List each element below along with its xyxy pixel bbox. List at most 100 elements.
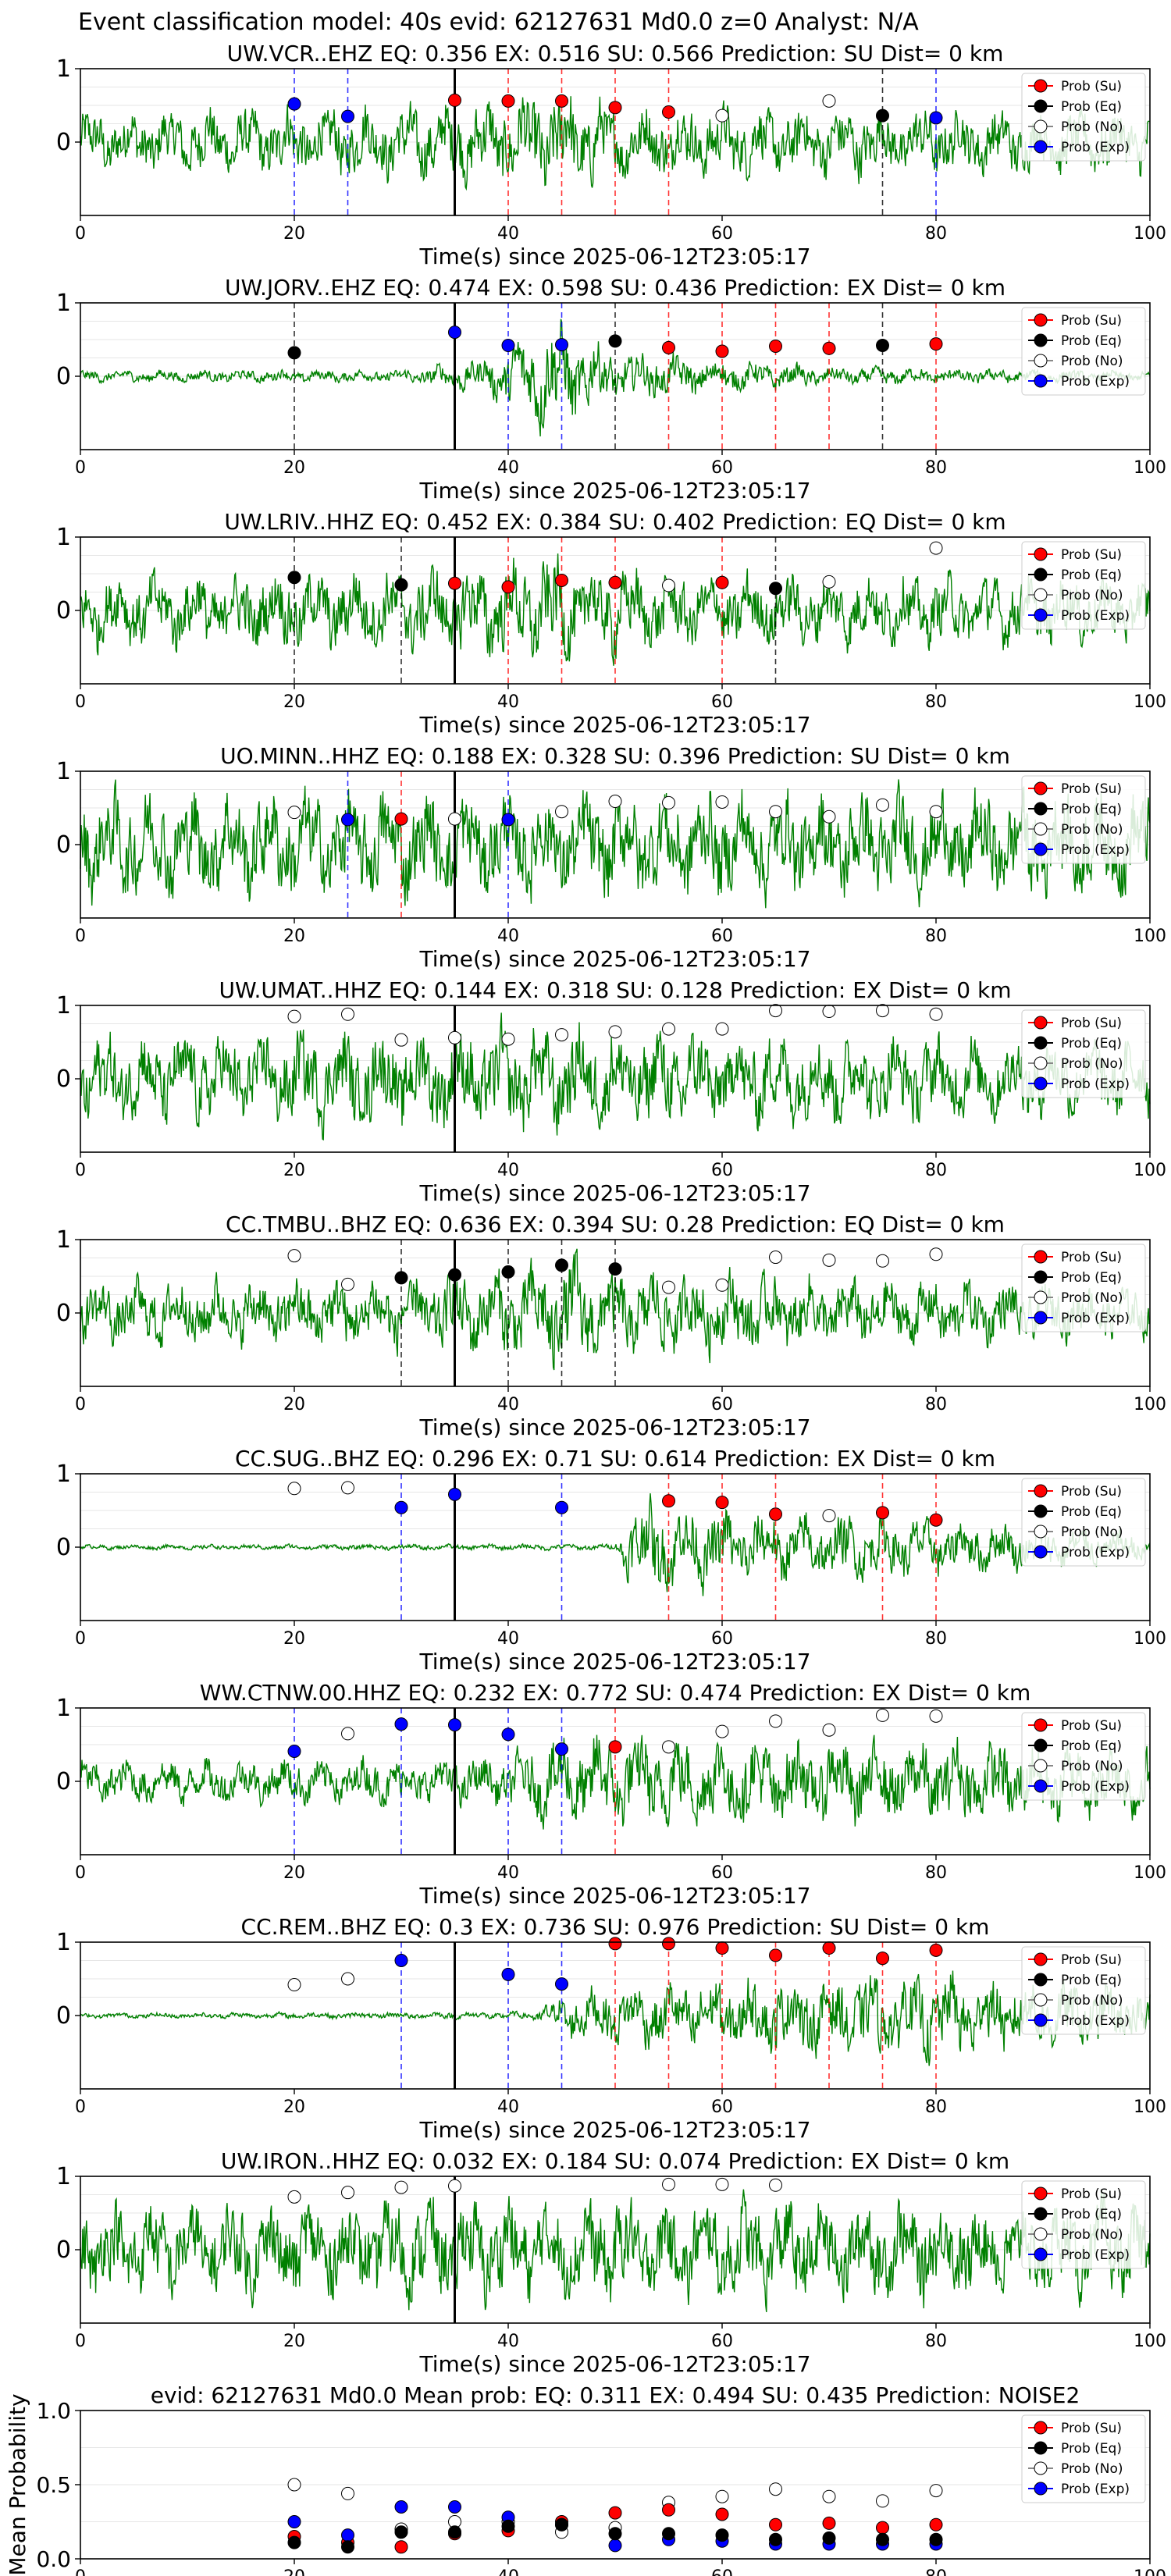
x-tick-label: 40 bbox=[497, 1629, 519, 1649]
panel-11: evid: 62127631 Md0.0 Mean prob: EQ: 0.31… bbox=[5, 2382, 1166, 2576]
x-tick-label: 0 bbox=[75, 1863, 86, 1883]
legend-label: Prob (Exp) bbox=[1061, 2013, 1130, 2029]
prob-marker-no bbox=[662, 1740, 675, 1754]
x-tick-label: 80 bbox=[925, 2332, 947, 2351]
legend-marker-eq bbox=[1034, 2207, 1048, 2221]
prob-marker-no bbox=[287, 2190, 301, 2204]
legend-marker-exp bbox=[1034, 1311, 1048, 1325]
legend-label: Prob (No) bbox=[1061, 588, 1123, 603]
prob-marker-no bbox=[341, 1277, 354, 1291]
x-tick-label: 20 bbox=[283, 458, 305, 478]
y-tick-label: 0 bbox=[56, 1768, 71, 1795]
prob-marker-exp bbox=[501, 813, 515, 827]
legend-label: Prob (Eq) bbox=[1061, 802, 1122, 817]
prob-marker-eq bbox=[448, 1268, 461, 1282]
panel-title: evid: 62127631 Md0.0 Mean prob: EQ: 0.31… bbox=[151, 2382, 1080, 2408]
x-tick-label: 60 bbox=[711, 927, 733, 946]
prob-marker-eq bbox=[501, 1265, 515, 1279]
panel-title: UW.IRON..HHZ EQ: 0.032 EX: 0.184 SU: 0.0… bbox=[221, 2148, 1009, 2174]
prob-marker-no bbox=[929, 1247, 943, 1261]
y-tick-label: 0 bbox=[56, 1534, 71, 1561]
legend-label: Prob (No) bbox=[1061, 2461, 1123, 2477]
legend-marker-no bbox=[1034, 2461, 1048, 2475]
legend-label: Prob (Su) bbox=[1061, 313, 1122, 329]
legend-marker-exp bbox=[1034, 374, 1048, 388]
prob-marker-no bbox=[822, 1005, 836, 1019]
prob-marker-no bbox=[448, 2179, 461, 2193]
prob-marker-su bbox=[715, 575, 729, 589]
legend-box bbox=[1021, 1009, 1146, 1098]
prob-marker-no bbox=[929, 1007, 943, 1021]
mean-marker-exp bbox=[287, 2515, 301, 2528]
legend-label: Prob (Eq) bbox=[1061, 1738, 1122, 1754]
legend-label: Prob (No) bbox=[1061, 822, 1123, 838]
legend-marker-exp bbox=[1034, 2482, 1048, 2496]
y-tick-label: 0 bbox=[56, 1300, 71, 1327]
x-tick-label: 100 bbox=[1134, 1629, 1166, 1649]
x-axis-label: Time(s) since 2025-06-12T23:05:17 bbox=[418, 1180, 810, 1206]
prob-marker-no bbox=[715, 1278, 729, 1292]
prob-marker-no bbox=[822, 1253, 836, 1267]
mean-marker-su bbox=[715, 2507, 729, 2521]
x-tick-label: 60 bbox=[711, 2097, 733, 2117]
x-tick-label: 40 bbox=[497, 927, 519, 946]
legend: Prob (Su) Prob (Eq) Prob (No) Prob (Exp) bbox=[1021, 1478, 1146, 1567]
x-tick-label: 100 bbox=[1134, 1395, 1166, 1414]
x-tick-label: 20 bbox=[283, 1863, 305, 1883]
mean-marker-su bbox=[929, 2517, 943, 2532]
y-tick-label: 1 bbox=[56, 1226, 71, 1254]
mean-marker-no bbox=[876, 2494, 889, 2508]
legend-marker-eq bbox=[1034, 1504, 1048, 1518]
prob-marker-su bbox=[929, 1943, 943, 1957]
panel-title: UW.VCR..EHZ EQ: 0.356 EX: 0.516 SU: 0.56… bbox=[227, 41, 1004, 66]
legend-marker-eq bbox=[1034, 568, 1048, 582]
waveform-trace bbox=[80, 318, 1151, 437]
legend: Prob (Su) Prob (Eq) Prob (No) Prob (Exp) bbox=[1021, 1009, 1146, 1098]
legend: Prob (Su) Prob (Eq) Prob (No) Prob (Exp) bbox=[1021, 2414, 1146, 2503]
mean-marker-su bbox=[876, 2521, 889, 2535]
x-tick-label: 80 bbox=[925, 458, 947, 478]
prob-marker-su bbox=[608, 1937, 622, 1951]
legend: Prob (Su) Prob (Eq) Prob (No) Prob (Exp) bbox=[1021, 541, 1146, 630]
prob-marker-no bbox=[876, 1254, 889, 1268]
prob-marker-exp bbox=[501, 1727, 515, 1742]
prob-marker-no bbox=[555, 1028, 568, 1042]
legend-label: Prob (Eq) bbox=[1061, 1504, 1122, 1520]
prob-marker-su bbox=[608, 1740, 622, 1754]
prob-marker-no bbox=[822, 809, 836, 824]
legend-label: Prob (Su) bbox=[1061, 1250, 1122, 1265]
x-tick-label: 100 bbox=[1134, 1161, 1166, 1180]
legend-label: Prob (No) bbox=[1061, 1993, 1123, 2008]
x-tick-label: 40 bbox=[497, 224, 519, 244]
prob-marker-no bbox=[822, 1723, 836, 1737]
prob-marker-no bbox=[929, 805, 943, 819]
prob-marker-no bbox=[929, 1709, 943, 1723]
prob-marker-exp bbox=[394, 1500, 408, 1514]
mean-marker-eq bbox=[876, 2532, 889, 2546]
prob-marker-su bbox=[394, 812, 408, 826]
legend-marker-no bbox=[1034, 354, 1048, 368]
legend-label: Prob (Su) bbox=[1061, 2421, 1122, 2436]
x-tick-label: 100 bbox=[1134, 2567, 1166, 2576]
panel-title: WW.CTNW.00.HHZ EQ: 0.232 EX: 0.772 SU: 0… bbox=[200, 1680, 1030, 1706]
prob-marker-eq bbox=[769, 582, 782, 596]
x-tick-label: 60 bbox=[711, 1863, 733, 1883]
prob-marker-no bbox=[608, 1025, 622, 1039]
prob-marker-su bbox=[448, 576, 461, 590]
x-tick-label: 100 bbox=[1134, 927, 1166, 946]
mean-marker-su bbox=[608, 2506, 622, 2520]
y-tick-label: 0 bbox=[56, 1066, 71, 1093]
prob-marker-eq bbox=[876, 109, 889, 123]
prob-marker-no bbox=[394, 1033, 408, 1047]
x-tick-label: 80 bbox=[925, 927, 947, 946]
mean-marker-no bbox=[769, 2482, 782, 2496]
y-axis-label: Mean Probability bbox=[5, 2393, 30, 2575]
legend-label: Prob (Eq) bbox=[1061, 2207, 1122, 2222]
prob-marker-su bbox=[929, 337, 943, 351]
prob-marker-no bbox=[501, 1032, 515, 1046]
legend-label: Prob (Eq) bbox=[1061, 2441, 1122, 2457]
prob-marker-no bbox=[448, 812, 461, 826]
x-tick-label: 40 bbox=[497, 692, 519, 712]
legend-marker-su bbox=[1034, 2186, 1048, 2201]
